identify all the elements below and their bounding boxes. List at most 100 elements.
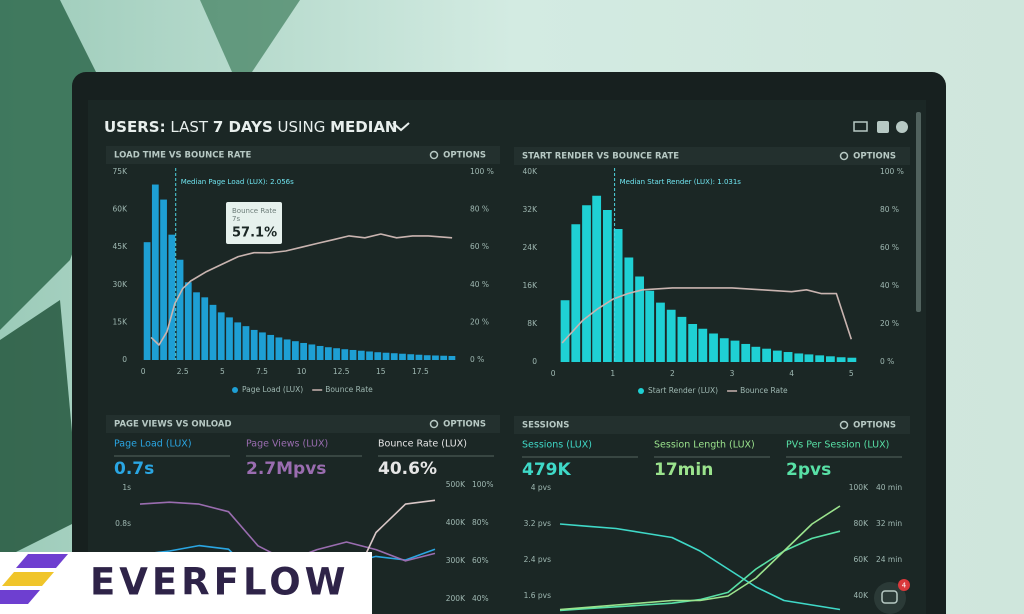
y-tick-label: 32K [523,205,539,214]
bar [772,350,782,362]
y3-tick-label: 40 min [876,483,902,492]
bar [201,297,209,360]
y2-tick-label: 40K [854,591,870,600]
panel-header [106,415,500,433]
options-button[interactable]: OPTIONS [853,421,896,431]
bar [677,316,687,362]
x-tick-label: 5 [849,369,854,378]
y2-tick-label: 20 % [880,319,899,328]
metric-label: Page Views (LUX) [246,439,328,450]
brand-banner [0,552,372,614]
bar [242,326,250,360]
x-tick-label: 0 [551,369,556,378]
bar [709,333,718,362]
y-tick-label: 16K [523,281,539,290]
bar [847,357,857,362]
panel-header [514,416,910,434]
bar [176,259,184,360]
bar [719,338,729,362]
bar [300,342,308,360]
dropdown-chevron[interactable] [392,122,410,132]
y-tick-label: 60K [113,205,129,214]
chart-icon[interactable] [877,121,889,133]
y-tick-label: 4 pvs [531,483,551,492]
panel-title: START RENDER VS BOUNCE RATE [522,152,679,162]
bar [560,300,570,362]
bar [143,242,151,360]
y-tick-label: 1s [122,483,131,492]
bar [730,340,740,362]
bar [390,353,398,360]
series-line [150,233,453,346]
y3-tick-label: 32 min [876,519,902,528]
bar [448,355,456,360]
bar [624,257,634,362]
brand-name: EVERFLOW [90,561,349,604]
y-tick-label: 8K [527,319,538,328]
charts: LOAD TIME VS BOUNCE RATE OPTIONS015K30K45… [106,146,910,612]
bar [333,348,340,360]
bar [794,353,804,362]
y2-tick-label: 200K [446,594,466,603]
monitor-icon[interactable] [853,121,868,132]
y2-tick-label: 400K [446,518,466,527]
bar [234,322,242,360]
chat-button[interactable] [874,582,906,614]
bar [151,184,159,360]
dashboard-header: USERS: LAST 7 DAYS USING MEDIAN [104,118,397,136]
legend-swatch [232,387,238,393]
x-tick-label: 15 [376,367,386,376]
panel-header [514,147,910,165]
bar [349,349,357,360]
bar [783,352,793,362]
bar [160,199,167,360]
panel-header [106,146,500,164]
y2-tick-label: 0 % [880,357,894,366]
chat-badge [898,579,910,591]
options-button[interactable]: OPTIONS [853,152,896,162]
y2-tick-label: 100K [849,483,869,492]
bar [582,205,591,362]
y3-tick-label: 60% [472,556,489,565]
chat-badge-count: 4 [902,582,907,590]
x-tick-label: 2 [670,369,675,378]
bar [193,292,200,360]
options-button[interactable]: OPTIONS [443,151,486,161]
y2-tick-label: 40 % [470,280,489,289]
bar [184,282,192,360]
header-part[interactable]: MEDIAN [330,118,397,136]
metric-value: 17min [654,460,713,480]
metric-label: Bounce Rate (LUX) [378,439,467,450]
y-tick-label: 0 [532,357,537,366]
bar [226,317,233,360]
plant-leaf [200,0,300,90]
bar [741,343,751,362]
help-icon[interactable] [896,121,908,133]
legend-swatch [638,388,644,394]
bar [635,276,644,362]
metric-label: Session Length (LUX) [654,440,755,451]
tooltip-box [226,202,282,244]
options-button[interactable]: OPTIONS [443,420,486,430]
metric-label: PVs Per Session (LUX) [786,440,889,451]
bar [666,309,676,362]
y3-tick-label: 24 min [876,555,902,564]
bar [250,329,258,360]
x-tick-label: 0 [141,367,146,376]
y-tick-label: 1.6 pvs [524,591,552,600]
bar [415,354,423,360]
bar [275,337,283,360]
y2-tick-label: 20 % [470,317,489,326]
series-line [559,530,841,612]
logo-stripe [2,572,54,586]
bar [168,234,176,360]
bar [571,224,581,362]
bar [292,341,299,360]
legend-label: Page Load (LUX) [242,385,303,394]
tooltip-title: Bounce Rate [232,207,276,215]
bar [656,302,665,362]
bar [407,354,415,360]
y2-tick-label: 100 % [470,167,494,176]
bar [267,334,275,360]
bar [825,356,835,362]
